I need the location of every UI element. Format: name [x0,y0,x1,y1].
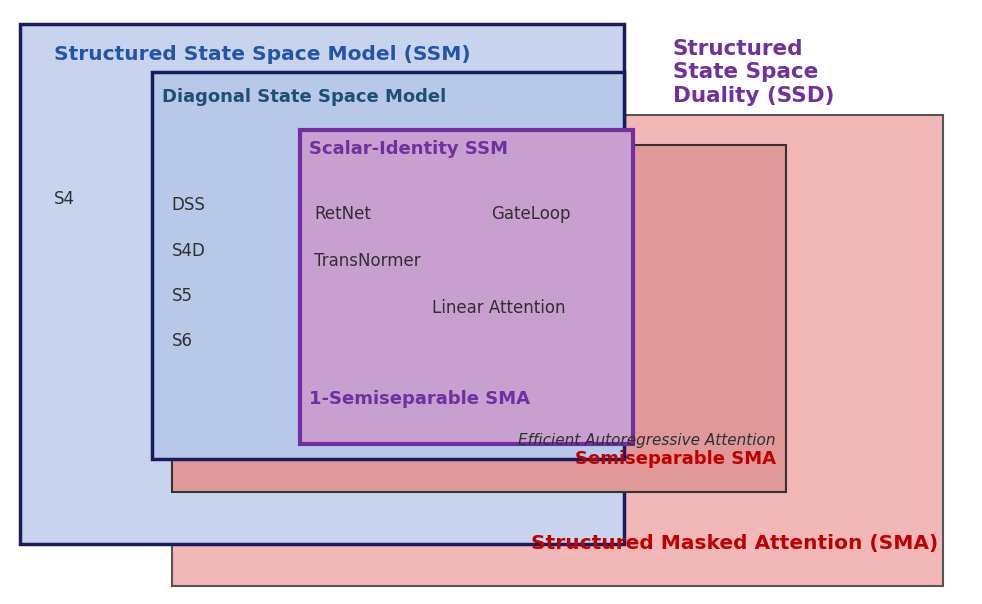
Text: Structured State Space Model (SSM): Structured State Space Model (SSM) [54,45,470,64]
Text: S5: S5 [172,287,192,305]
Text: GateLoop: GateLoop [491,205,571,223]
Text: Semiseparable SMA: Semiseparable SMA [574,450,776,468]
FancyBboxPatch shape [152,72,624,459]
FancyBboxPatch shape [172,115,943,586]
Text: S6: S6 [172,332,192,350]
Text: Diagonal State Space Model: Diagonal State Space Model [162,88,446,106]
Text: DSS: DSS [172,196,205,214]
Text: Efficient Autoregressive Attention: Efficient Autoregressive Attention [518,433,776,448]
Text: 1-Semiseparable SMA: 1-Semiseparable SMA [309,390,530,408]
Text: Structured
State Space
Duality (SSD): Structured State Space Duality (SSD) [673,39,834,106]
Text: Linear Attention: Linear Attention [432,299,566,317]
FancyBboxPatch shape [20,24,624,544]
Text: Structured Masked Attention (SMA): Structured Masked Attention (SMA) [530,534,938,553]
FancyBboxPatch shape [300,130,633,444]
FancyBboxPatch shape [172,145,786,492]
Text: Scalar-Identity SSM: Scalar-Identity SSM [309,140,509,158]
Text: RetNet: RetNet [314,205,371,223]
Text: S4D: S4D [172,242,205,260]
Text: TransNormer: TransNormer [314,252,421,270]
Text: S4: S4 [54,190,75,208]
